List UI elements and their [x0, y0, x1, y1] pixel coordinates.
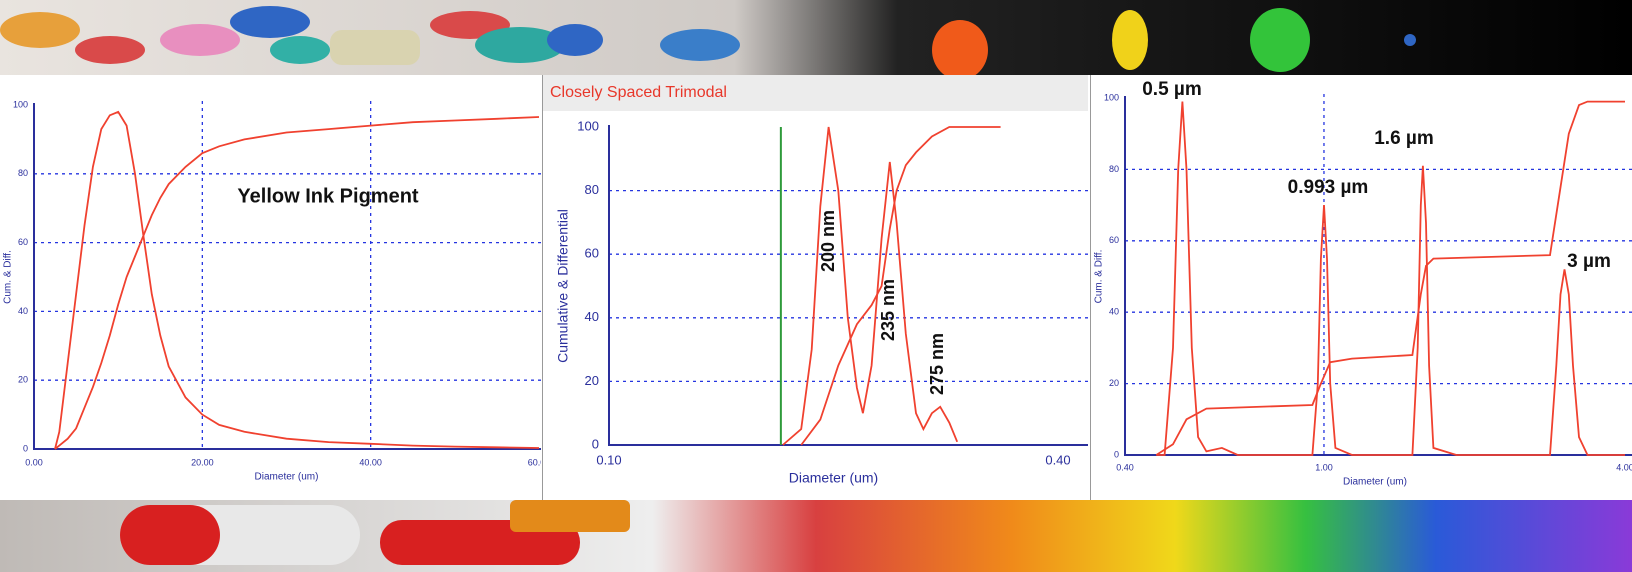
y-tick-label: 20 — [1109, 378, 1119, 388]
annotation: 275 nm — [927, 333, 947, 395]
x-tick-label: 0.00 — [25, 457, 43, 467]
x-axis-label: Diameter (um) — [1343, 477, 1407, 488]
y-tick-label: 40 — [585, 309, 599, 324]
annotation: 235 nm — [878, 279, 898, 341]
y-tick-label: 100 — [577, 118, 599, 133]
annotation: 0.993 µm — [1288, 177, 1369, 198]
x-tick-label: 40.00 — [359, 457, 382, 467]
y-tick-label: 80 — [18, 168, 28, 178]
series-line — [783, 127, 957, 445]
annotation: 0.5 µm — [1142, 79, 1202, 100]
y-axis-label: Cum. & Diff. — [1094, 250, 1105, 304]
x-axis-label: Diameter (um) — [255, 472, 319, 483]
chart-panel: 0 20 40 60 80 100 0.40 1.00 4.00 Diameter (um) Cum… — [1090, 75, 1632, 500]
annotation: 3 µm — [1567, 251, 1611, 272]
y-tick-label: 0 — [592, 436, 599, 451]
x-tick-label: 1.00 — [1315, 462, 1333, 472]
series-line — [1156, 102, 1625, 455]
x-tick-label: 0.40 — [1116, 462, 1134, 472]
x-tick-label: 20.00 — [191, 457, 214, 467]
series-line — [55, 117, 539, 449]
x-axis-label: Diameter (um) — [789, 470, 878, 486]
chart-panel: Closely Spaced Trimodal 0 20 40 60 80 100 0.10 0… — [542, 75, 1088, 500]
bottom-banner — [0, 500, 1632, 572]
y-tick-label: 20 — [18, 375, 28, 385]
y-axis-label: Cumulative & Differential — [555, 209, 571, 363]
annotation: 200 nm — [818, 210, 838, 272]
y-axis-label: Cum. & Diff. — [3, 250, 14, 304]
chart-title: Closely Spaced Trimodal — [550, 84, 727, 101]
x-tick-label: 60.00 — [528, 457, 541, 467]
y-tick-label: 60 — [585, 246, 599, 261]
y-tick-label: 100 — [1104, 92, 1119, 102]
y-tick-label: 100 — [13, 99, 28, 109]
y-tick-label: 40 — [18, 306, 28, 316]
chart-panel: 0 20 40 60 80 100 0.00 20.00 40.00 60.00 Diameter … — [0, 75, 541, 500]
y-tick-label: 80 — [585, 182, 599, 197]
x-tick-label: 4.00 — [1616, 462, 1632, 472]
y-tick-label: 60 — [1109, 235, 1119, 245]
y-tick-label: 20 — [585, 373, 599, 388]
y-tick-label: 0 — [23, 443, 28, 453]
y-tick-label: 80 — [1109, 164, 1119, 174]
top-banner — [0, 0, 1632, 75]
y-tick-label: 0 — [1114, 449, 1119, 459]
annotation: Yellow Ink Pigment — [237, 185, 418, 207]
series-line — [55, 112, 539, 449]
y-tick-label: 40 — [1109, 307, 1119, 317]
series-line — [1156, 102, 1625, 455]
annotation: 1.6 µm — [1374, 128, 1434, 149]
page: 0 20 40 60 80 100 0.00 20.00 40.00 60.00 Diameter … — [0, 0, 1632, 572]
y-tick-label: 60 — [18, 237, 28, 247]
series-line — [801, 127, 1000, 445]
x-tick-label: 0.40 — [1045, 452, 1070, 467]
x-tick-label: 0.10 — [596, 452, 621, 467]
